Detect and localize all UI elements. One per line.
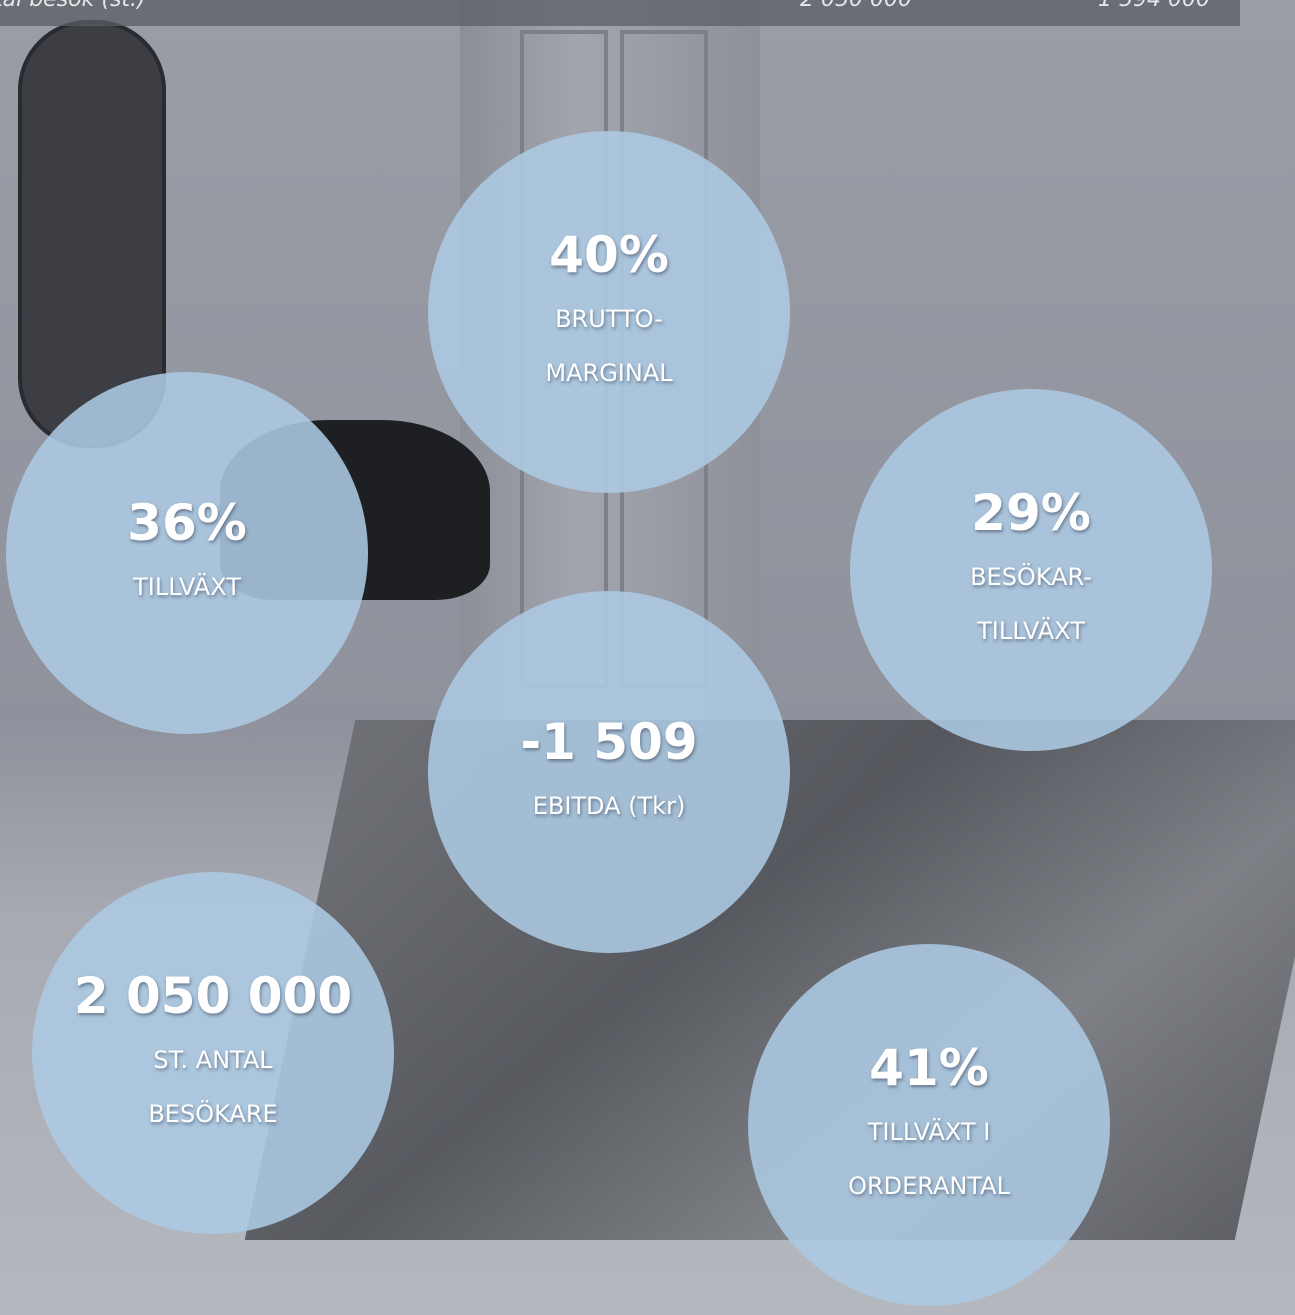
stat-circle: -1 509 EBITDA (Tkr) [428,591,790,953]
top-bar: tal besök (st.) 2 050 000 1 594 000 [0,0,1240,26]
stat-circle: 36% TILLVÄXT [6,372,368,734]
stat-value: 41% [869,1039,989,1097]
stat-label: BRUTTO- [555,305,663,333]
stat-label: MARGINAL [545,359,673,387]
stat-circle: 40% BRUTTO- MARGINAL [428,131,790,493]
stat-value: 40% [549,226,669,284]
stat-label: BESÖKAR- [970,563,1092,591]
stat-value: -1 509 [520,713,698,771]
top-bar-label: tal besök (st.) [0,0,146,12]
stat-label: ST. ANTAL [153,1046,273,1074]
stat-circle: 29% BESÖKAR- TILLVÄXT [850,389,1212,751]
stat-label: TILLVÄXT I [867,1118,991,1146]
stat-label: TILLVÄXT [977,617,1085,645]
stat-value: 2 050 000 [73,967,353,1025]
stat-label: EBITDA (Tkr) [532,792,686,820]
top-bar-value: 2 050 000 [800,0,912,12]
stat-label: TILLVÄXT [133,573,241,601]
top-bar-value: 1 594 000 [1098,0,1210,12]
stat-circle: 2 050 000 ST. ANTAL BESÖKARE [32,872,394,1234]
stat-value: 29% [971,484,1091,542]
stat-value: 36% [127,494,247,552]
stat-label: BESÖKARE [148,1100,278,1128]
stat-label: ORDERANTAL [848,1172,1010,1200]
stat-circle: 41% TILLVÄXT I ORDERANTAL [748,944,1110,1306]
